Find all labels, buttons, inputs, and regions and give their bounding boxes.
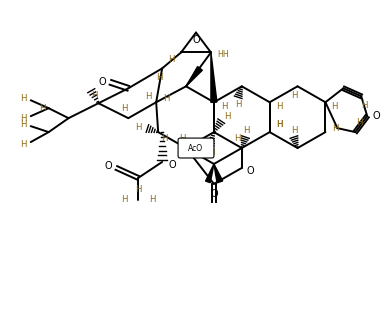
Text: H: H (135, 123, 142, 132)
Text: H: H (356, 118, 363, 127)
Text: O: O (210, 189, 218, 199)
Text: H: H (91, 91, 98, 100)
Text: H: H (149, 195, 156, 204)
Text: H: H (332, 124, 339, 133)
Text: HH: HH (217, 50, 229, 59)
Polygon shape (214, 164, 223, 183)
Text: H: H (276, 102, 283, 111)
Polygon shape (211, 52, 217, 102)
Text: H: H (291, 126, 298, 134)
Text: H: H (161, 134, 167, 143)
Text: H: H (276, 119, 283, 129)
Text: H: H (225, 112, 231, 121)
Text: H: H (156, 73, 162, 82)
Text: H: H (168, 55, 174, 64)
Text: H: H (208, 148, 214, 157)
Text: H: H (234, 134, 241, 143)
Text: O: O (168, 160, 176, 170)
FancyBboxPatch shape (178, 138, 214, 158)
Text: H: H (145, 92, 151, 101)
Text: AcO: AcO (189, 144, 203, 153)
Text: H: H (40, 104, 46, 113)
Text: H: H (331, 102, 338, 111)
Text: O: O (372, 111, 380, 121)
Text: H: H (20, 119, 27, 129)
Text: H: H (163, 94, 169, 103)
Text: H: H (243, 126, 250, 134)
Text: O: O (192, 35, 200, 45)
Polygon shape (186, 66, 202, 86)
Text: H: H (121, 104, 127, 113)
Text: H: H (121, 195, 127, 204)
Text: H: H (135, 185, 142, 194)
Text: H: H (202, 152, 208, 160)
Text: H: H (291, 91, 298, 100)
Text: H: H (20, 94, 27, 103)
Text: H: H (361, 101, 367, 110)
Text: H: H (20, 139, 27, 149)
Text: H: H (221, 102, 227, 111)
Text: H: H (236, 100, 242, 109)
Text: O: O (105, 161, 112, 171)
Text: O: O (99, 77, 106, 87)
Text: H: H (276, 119, 283, 129)
Text: H: H (179, 134, 185, 143)
Text: O: O (247, 166, 254, 176)
Text: H: H (20, 114, 27, 123)
Polygon shape (205, 164, 214, 183)
